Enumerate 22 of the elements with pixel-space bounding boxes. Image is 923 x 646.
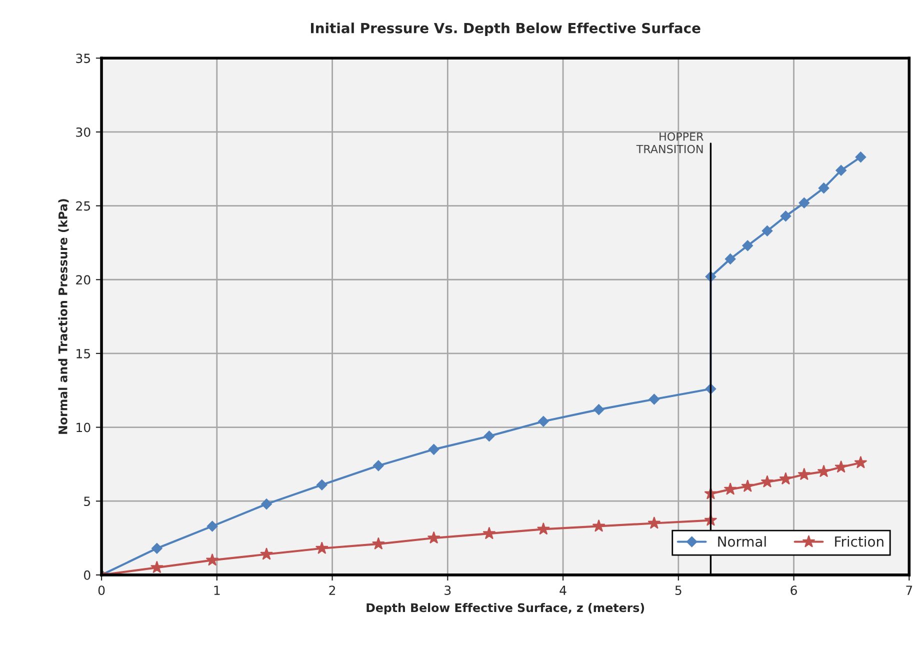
x-tick-label: 4: [560, 586, 566, 595]
y-tick-label: 35: [76, 54, 90, 64]
y-tick-label: 15: [76, 349, 90, 358]
x-tick-label: 3: [444, 586, 451, 596]
y-axis-title: Normal and Traction Pressure (kPa): [58, 199, 69, 434]
legend-label: Normal: [718, 536, 766, 547]
legend-label: Friction: [835, 536, 884, 547]
x-axis-title: Depth Below Effective Surface, z (meters): [366, 603, 644, 614]
y-tick-label: 10: [76, 422, 90, 432]
x-tick-label: 2: [329, 586, 336, 595]
x-tick-label: 5: [675, 586, 682, 596]
y-tick-label: 30: [76, 127, 90, 137]
x-tick-label: 7: [906, 586, 912, 595]
y-tick-label: 0: [84, 570, 90, 580]
y-tick-label: 5: [84, 496, 90, 506]
ref-line-label: HOPPER TRANSITION: [636, 132, 704, 154]
y-tick-label: 25: [76, 201, 90, 211]
x-tick-label: 6: [790, 586, 797, 596]
x-tick-label: 0: [98, 586, 105, 596]
x-tick-label: 1: [214, 586, 220, 595]
chart-title: Initial Pressure Vs. Depth Below Effective Surface: [310, 22, 700, 36]
y-tick-label: 20: [76, 275, 90, 285]
